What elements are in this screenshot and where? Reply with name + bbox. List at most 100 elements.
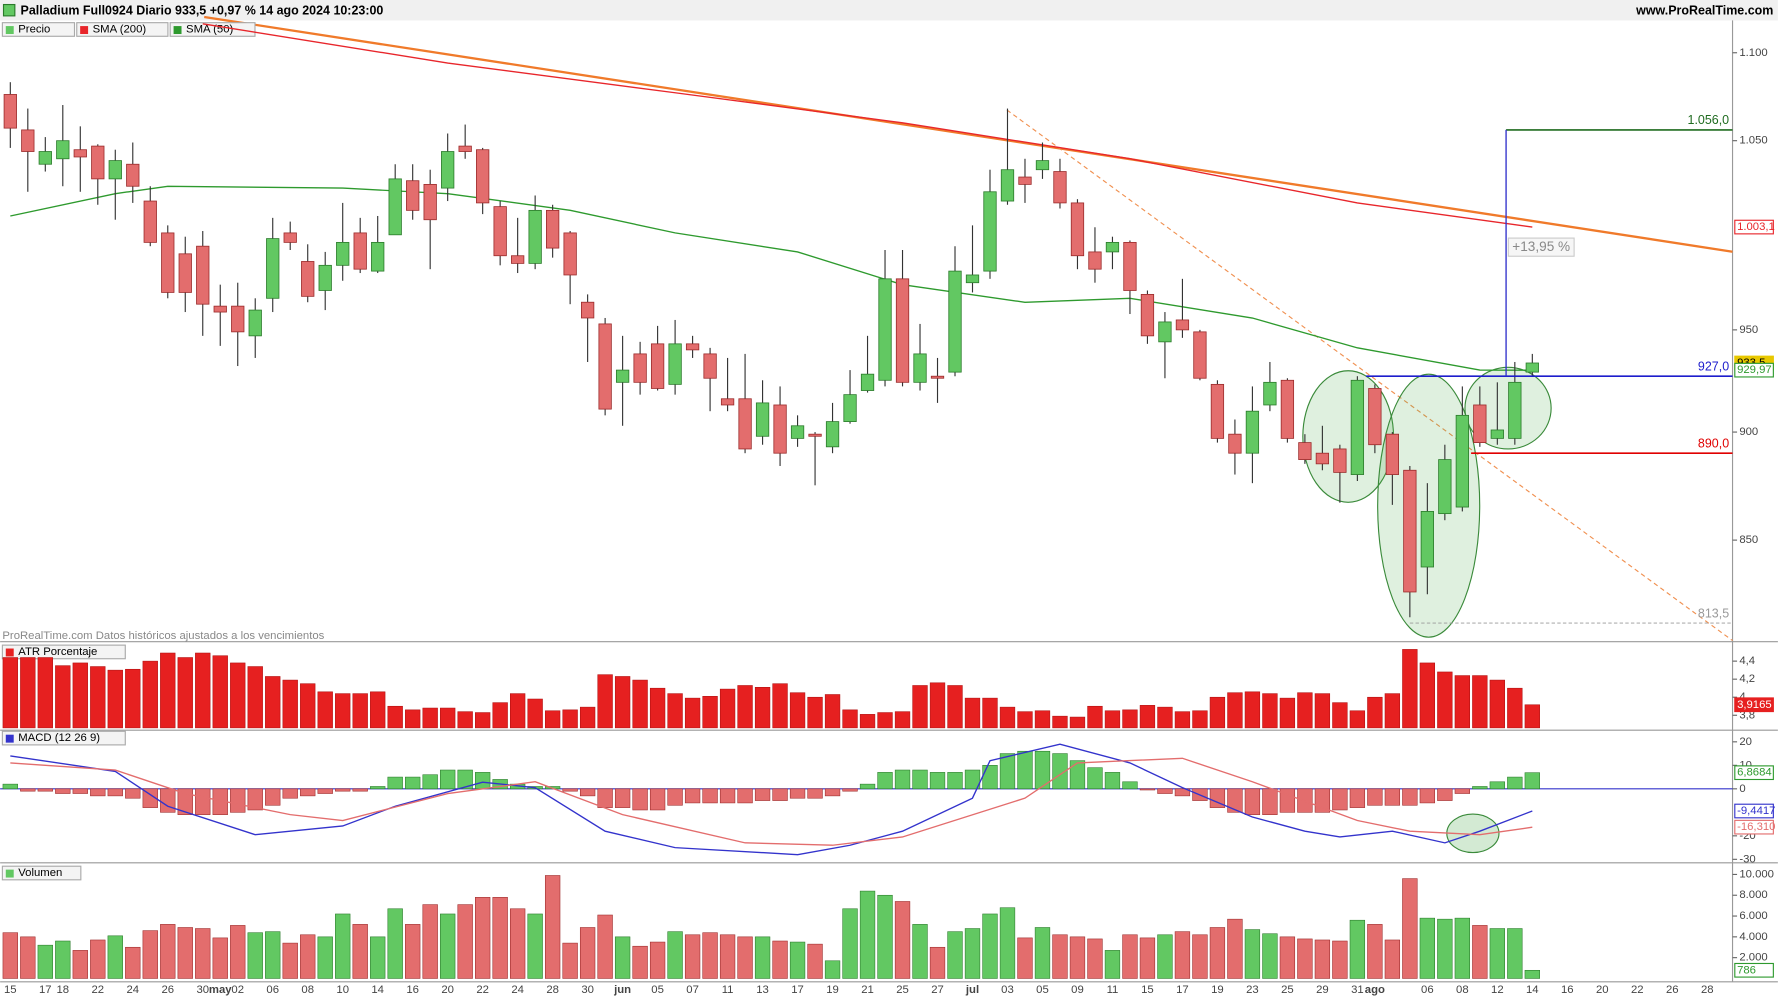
bar bbox=[440, 707, 456, 729]
bar bbox=[440, 769, 456, 790]
bar bbox=[492, 702, 508, 729]
candle-body bbox=[755, 402, 770, 437]
candle-body bbox=[1508, 381, 1522, 439]
bar bbox=[1122, 709, 1138, 729]
candle-body bbox=[1193, 331, 1207, 379]
bar bbox=[947, 931, 963, 979]
candle-body bbox=[126, 163, 140, 187]
bar bbox=[282, 942, 298, 979]
bar bbox=[265, 788, 281, 806]
bar bbox=[1472, 786, 1488, 790]
candle-body bbox=[1403, 469, 1417, 593]
candle-body bbox=[615, 369, 630, 383]
candle-body bbox=[965, 274, 980, 284]
bar bbox=[335, 788, 351, 792]
y-tick-label: 20 bbox=[1739, 736, 1752, 748]
bar bbox=[894, 901, 911, 979]
bar bbox=[737, 685, 753, 729]
bar bbox=[230, 788, 246, 813]
bar bbox=[789, 941, 806, 979]
candle-body bbox=[1473, 404, 1487, 444]
legend-entry-box bbox=[169, 22, 256, 37]
x-tick-label: 22 bbox=[1631, 984, 1644, 996]
bar bbox=[1367, 924, 1383, 979]
bar bbox=[335, 693, 351, 729]
bar bbox=[859, 714, 876, 729]
candle-body bbox=[563, 232, 577, 276]
candle-body bbox=[1140, 293, 1155, 337]
bar bbox=[842, 788, 858, 792]
bar bbox=[1507, 928, 1523, 979]
x-tick-label: 22 bbox=[91, 984, 104, 996]
bar bbox=[1314, 939, 1331, 979]
bar bbox=[1419, 788, 1436, 804]
bar bbox=[1017, 750, 1033, 790]
candle-body bbox=[1525, 362, 1539, 373]
bar bbox=[107, 935, 123, 979]
bar bbox=[160, 924, 176, 979]
y-tick-label: 0 bbox=[1739, 783, 1745, 795]
bar bbox=[1069, 716, 1086, 729]
bar bbox=[684, 934, 701, 979]
x-tick-label: 20 bbox=[441, 984, 454, 996]
bar bbox=[247, 932, 263, 979]
bar bbox=[1104, 710, 1121, 729]
candle-body bbox=[1158, 321, 1172, 343]
candle-body bbox=[1455, 414, 1469, 508]
candle-body bbox=[1105, 241, 1120, 253]
x-tick-label: 12 bbox=[1491, 984, 1504, 996]
y-tick-label: 3,8 bbox=[1739, 709, 1755, 721]
x-tick-label: 14 bbox=[1526, 984, 1539, 996]
bar bbox=[509, 693, 526, 729]
candle-body bbox=[406, 180, 420, 211]
x-tick-label: 28 bbox=[546, 984, 559, 996]
bar bbox=[999, 907, 1016, 979]
bar bbox=[719, 788, 736, 804]
candle-body bbox=[546, 209, 560, 249]
bar bbox=[929, 682, 946, 729]
candle-body bbox=[301, 261, 315, 297]
bar bbox=[824, 788, 841, 797]
bar bbox=[1437, 918, 1453, 979]
candle-body bbox=[91, 145, 105, 180]
x-tick-label: 25 bbox=[1281, 984, 1294, 996]
y-tick-label: 1.100 bbox=[1739, 47, 1767, 59]
bar bbox=[807, 788, 823, 799]
bar bbox=[562, 709, 578, 729]
bar bbox=[317, 936, 333, 979]
bar bbox=[544, 875, 561, 979]
x-tick-label: 19 bbox=[1211, 984, 1224, 996]
bar bbox=[824, 694, 841, 729]
candle-body bbox=[878, 278, 892, 381]
candle-body bbox=[458, 145, 472, 152]
bar bbox=[1069, 760, 1086, 790]
candle-body bbox=[1315, 452, 1330, 465]
bar bbox=[684, 788, 701, 804]
bar bbox=[475, 772, 491, 790]
series-line bbox=[10, 757, 1533, 846]
bar bbox=[1139, 937, 1156, 979]
x-tick-label: 17 bbox=[791, 984, 804, 996]
bar bbox=[562, 942, 578, 979]
bar bbox=[929, 946, 946, 979]
bar bbox=[999, 753, 1016, 790]
bar bbox=[1384, 693, 1401, 729]
bar bbox=[125, 668, 141, 729]
x-tick-label: 17 bbox=[1176, 984, 1189, 996]
bar bbox=[160, 788, 176, 813]
panel-title-box bbox=[1, 730, 126, 746]
y-tick-label: 4,2 bbox=[1739, 673, 1755, 685]
bar bbox=[1069, 936, 1086, 979]
candle-body bbox=[423, 183, 437, 221]
panel-title: Volumen bbox=[18, 867, 62, 879]
bar bbox=[737, 936, 753, 979]
bar bbox=[72, 662, 88, 729]
bar bbox=[300, 788, 316, 797]
bar bbox=[405, 776, 421, 790]
y-tick-label: -30 bbox=[1739, 853, 1755, 865]
bar bbox=[1472, 675, 1488, 729]
level-label: 927,0 bbox=[1698, 359, 1729, 373]
bar bbox=[230, 925, 246, 979]
x-tick-label: 08 bbox=[1456, 984, 1469, 996]
bar bbox=[964, 697, 981, 729]
